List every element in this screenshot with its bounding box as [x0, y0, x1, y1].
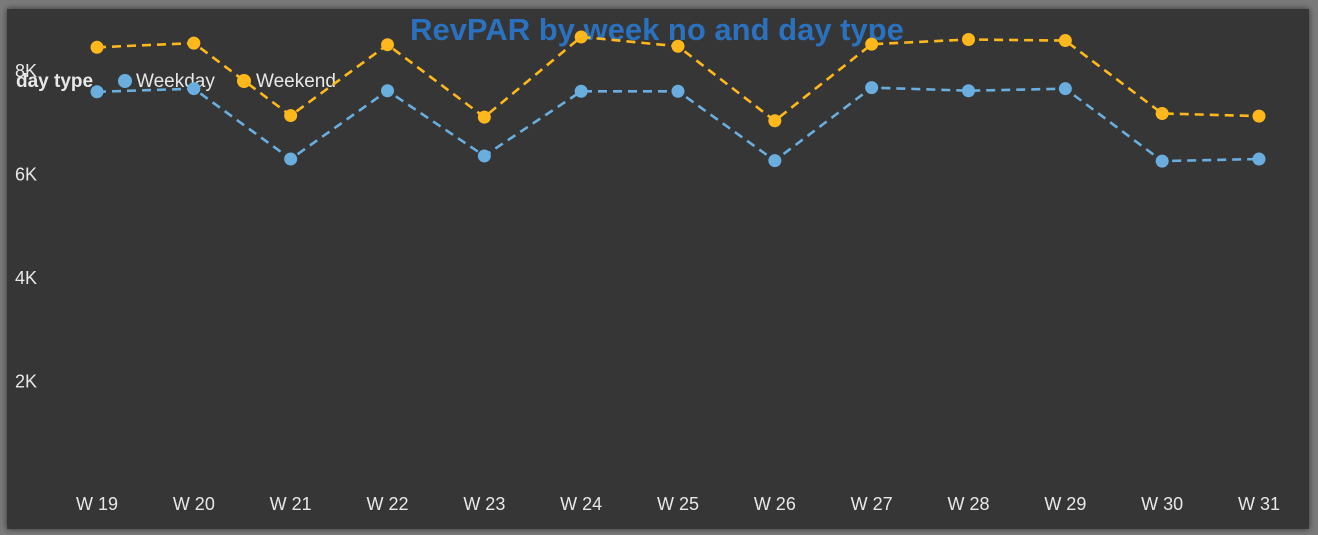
x-tick-label: W 29 — [1044, 494, 1086, 514]
data-point-weekend[interactable] — [1058, 34, 1072, 48]
series-lines — [96, 35, 1260, 163]
data-point-weekend[interactable] — [284, 109, 298, 123]
chart-title: RevPAR by week no and day type — [410, 12, 904, 47]
data-point-weekday[interactable] — [1058, 82, 1072, 96]
legend-title: day type — [16, 71, 93, 92]
y-tick-label: 4K — [15, 268, 37, 288]
data-point-weekday[interactable] — [962, 84, 975, 98]
x-tick-label: W 28 — [947, 494, 989, 514]
data-point-weekday[interactable] — [477, 149, 491, 163]
data-point-weekday[interactable] — [1252, 152, 1266, 166]
data-point-weekend[interactable] — [187, 36, 201, 50]
x-tick-label: W 21 — [270, 494, 312, 514]
legend-marker-weekday — [118, 74, 132, 88]
y-axis: 2K 4K 6K 8K — [15, 61, 37, 391]
y-tick-label: 6K — [15, 165, 37, 185]
x-tick-label: W 25 — [657, 494, 699, 514]
data-point-weekend[interactable] — [574, 30, 588, 44]
data-point-weekday[interactable] — [574, 84, 588, 98]
data-point-weekday[interactable] — [187, 82, 201, 96]
x-tick-label: W 31 — [1238, 494, 1280, 514]
data-point-weekday[interactable] — [671, 84, 685, 98]
data-point-weekend[interactable] — [962, 33, 975, 47]
x-axis: W 19 W 20 W 21 W 22 W 23 W 24 W 25 W 26 W 27 W 28… — [76, 494, 1280, 514]
data-point-weekend[interactable] — [381, 38, 394, 52]
x-tick-label: W 19 — [76, 494, 118, 514]
x-tick-label: W 20 — [173, 494, 215, 514]
series-points — [90, 30, 1266, 168]
data-point-weekday[interactable] — [1155, 154, 1169, 168]
data-point-weekday[interactable] — [284, 152, 298, 166]
y-tick-label: 8K — [15, 61, 37, 81]
data-point-weekday[interactable] — [768, 154, 782, 168]
line-chart: RevPAR by week no and day type day type … — [15, 12, 1280, 514]
series-line-weekday — [96, 86, 1260, 163]
data-point-weekend[interactable] — [90, 40, 104, 54]
chart-panel: RevPAR by week no and day type day type … — [7, 9, 1309, 529]
data-point-weekday[interactable] — [90, 85, 104, 99]
data-point-weekend[interactable] — [768, 114, 782, 128]
y-tick-label: 2K — [15, 372, 37, 392]
x-tick-label: W 30 — [1141, 494, 1183, 514]
data-point-weekend[interactable] — [1155, 107, 1169, 121]
x-tick-label: W 27 — [851, 494, 893, 514]
legend-label-weekend[interactable]: Weekend — [256, 71, 336, 92]
data-point-weekend[interactable] — [1252, 109, 1266, 123]
data-point-weekday[interactable] — [381, 84, 394, 98]
data-point-weekday[interactable] — [865, 81, 879, 95]
x-tick-label: W 22 — [366, 494, 408, 514]
x-tick-label: W 26 — [754, 494, 796, 514]
x-tick-label: W 24 — [560, 494, 602, 514]
data-point-weekend[interactable] — [865, 37, 879, 51]
data-point-weekend[interactable] — [671, 39, 685, 53]
data-point-weekend[interactable] — [477, 110, 491, 124]
x-tick-label: W 23 — [463, 494, 505, 514]
